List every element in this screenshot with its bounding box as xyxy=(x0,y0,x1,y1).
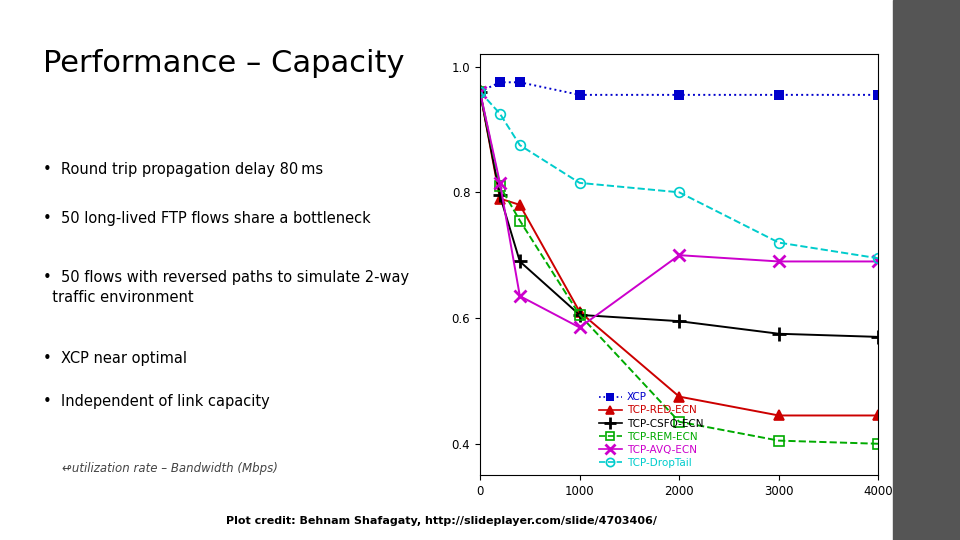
TCP-CSFQ-ECN xyxy=(574,312,586,318)
XCP xyxy=(474,89,486,95)
Line: XCP: XCP xyxy=(475,77,883,100)
Text: •  Round trip propagation delay 80 ms: • Round trip propagation delay 80 ms xyxy=(43,162,324,177)
Text: Performance – Capacity: Performance – Capacity xyxy=(43,49,405,78)
Text: •  Independent of link capacity: • Independent of link capacity xyxy=(43,394,270,409)
TCP-CSFQ-ECN xyxy=(515,258,526,265)
Line: TCP-DropTail: TCP-DropTail xyxy=(475,87,883,263)
TCP-REM-ECN xyxy=(873,441,884,447)
TCP-RED-ECN xyxy=(674,393,685,400)
XCP xyxy=(494,79,506,85)
Text: •  50 flows with reversed paths to simulate 2-way
  traffic environment: • 50 flows with reversed paths to simula… xyxy=(43,270,409,305)
TCP-DropTail xyxy=(494,111,506,117)
Text: •  XCP near optimal: • XCP near optimal xyxy=(43,351,187,366)
TCP-AVQ-ECN xyxy=(494,180,506,186)
TCP-RED-ECN xyxy=(574,308,586,315)
Text: Plot credit: Behnam Shafagaty, http://slideplayer.com/slide/4703406/: Plot credit: Behnam Shafagaty, http://sl… xyxy=(227,516,657,526)
XCP xyxy=(515,79,526,85)
TCP-RED-ECN xyxy=(515,201,526,208)
Text: •  50 long-lived FTP flows share a bottleneck: • 50 long-lived FTP flows share a bottle… xyxy=(43,211,371,226)
Legend: XCP, TCP-RED-ECN, TCP-CSFQ-ECN, TCP-REM-ECN, TCP-AVQ-ECN, TCP-DropTail: XCP, TCP-RED-ECN, TCP-CSFQ-ECN, TCP-REM-… xyxy=(597,390,706,470)
Line: TCP-RED-ECN: TCP-RED-ECN xyxy=(475,87,883,420)
Line: TCP-AVQ-ECN: TCP-AVQ-ECN xyxy=(473,85,885,334)
TCP-CSFQ-ECN xyxy=(873,334,884,340)
TCP-CSFQ-ECN xyxy=(494,192,506,199)
Line: TCP-REM-ECN: TCP-REM-ECN xyxy=(475,87,883,449)
Text: ↫utilization rate – Bandwidth (Mbps): ↫utilization rate – Bandwidth (Mbps) xyxy=(62,462,278,475)
TCP-RED-ECN xyxy=(474,89,486,95)
TCP-RED-ECN xyxy=(873,412,884,418)
TCP-REM-ECN xyxy=(474,89,486,95)
TCP-RED-ECN xyxy=(494,195,506,202)
XCP xyxy=(773,92,784,98)
TCP-REM-ECN xyxy=(773,437,784,444)
TCP-DropTail xyxy=(674,189,685,195)
XCP xyxy=(873,92,884,98)
TCP-AVQ-ECN xyxy=(674,252,685,259)
TCP-CSFQ-ECN xyxy=(674,318,685,325)
TCP-AVQ-ECN xyxy=(515,293,526,299)
TCP-REM-ECN xyxy=(494,183,506,189)
Line: TCP-CSFQ-ECN: TCP-CSFQ-ECN xyxy=(473,85,885,344)
TCP-AVQ-ECN xyxy=(474,89,486,95)
XCP xyxy=(574,92,586,98)
TCP-CSFQ-ECN xyxy=(474,89,486,95)
TCP-REM-ECN xyxy=(674,418,685,425)
XCP xyxy=(674,92,685,98)
TCP-DropTail xyxy=(873,255,884,261)
TCP-AVQ-ECN xyxy=(773,258,784,265)
TCP-DropTail xyxy=(515,142,526,149)
TCP-CSFQ-ECN xyxy=(773,330,784,337)
TCP-AVQ-ECN xyxy=(574,324,586,330)
TCP-REM-ECN xyxy=(574,312,586,318)
TCP-DropTail xyxy=(474,89,486,95)
TCP-AVQ-ECN xyxy=(873,258,884,265)
TCP-REM-ECN xyxy=(515,218,526,224)
TCP-DropTail xyxy=(773,239,784,246)
TCP-DropTail xyxy=(574,180,586,186)
TCP-RED-ECN xyxy=(773,412,784,418)
